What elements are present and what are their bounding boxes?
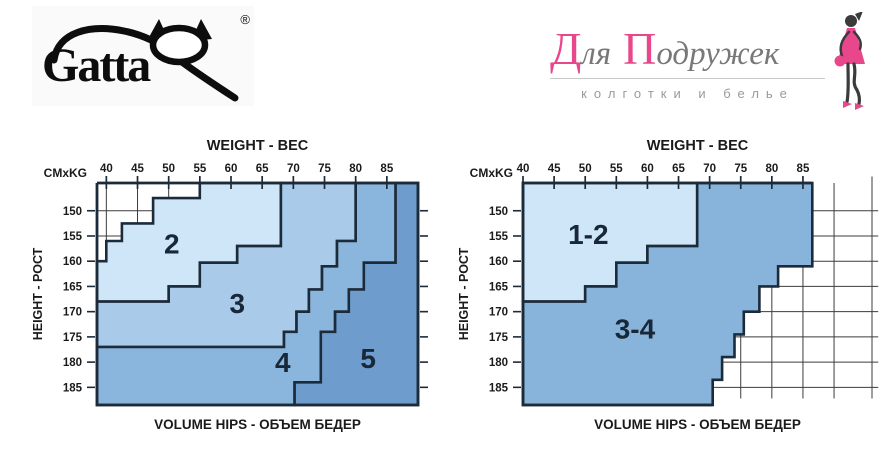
- x-tick-label: 65: [256, 163, 269, 175]
- region-label-1-2: 1-2: [568, 219, 608, 250]
- wordmark-word-1: ля: [581, 36, 612, 72]
- y-axis-label: HEIGHT - РОСТ: [31, 247, 45, 340]
- y-tick-label: 185: [63, 382, 83, 394]
- wordmark-initial-2: П: [623, 23, 657, 74]
- dlya-podruzhek-subtitle: колготки и белье: [550, 77, 825, 101]
- region-label-4: 4: [275, 347, 291, 378]
- region-label-5: 5: [360, 343, 376, 374]
- x-tick-label: 45: [131, 163, 144, 175]
- y-tick-label: 155: [63, 231, 83, 243]
- gatta-logo: Gatta ®: [32, 6, 254, 106]
- y-tick-label: 175: [63, 332, 83, 344]
- y-tick-label: 165: [489, 281, 509, 293]
- y-tick-label: 185: [489, 382, 509, 394]
- y-tick-label: 180: [489, 357, 508, 369]
- x-tick-label: 65: [672, 163, 685, 175]
- region-label-3: 3: [229, 288, 245, 319]
- x-tick-label: 70: [287, 163, 300, 175]
- dlya-podruzhek-text: Для Подружек колготки и белье: [550, 12, 825, 101]
- dlya-podruzhek-wordmark: Для Подружек: [550, 23, 825, 75]
- x-tick-label: 80: [765, 163, 778, 175]
- y-tick-label: 150: [489, 206, 508, 218]
- y-tick-label: 150: [63, 206, 82, 218]
- dlya-podruzhek-logo: Для Подружек колготки и белье: [550, 12, 875, 114]
- wordmark-word-2: одружек: [656, 36, 780, 72]
- y-tick-label: 180: [63, 357, 82, 369]
- bottom-axis-label: VOLUME HIPS - ОБЪЕМ БЕДЕР: [594, 417, 801, 432]
- chart-frame: [521, 181, 813, 407]
- registered-trademark-icon: ®: [240, 12, 250, 27]
- x-tick-label: 40: [100, 163, 113, 175]
- x-tick-label: 40: [517, 163, 530, 175]
- corner-units-label: CMxKG: [470, 166, 513, 180]
- y-axis-label: HEIGHT - РОСТ: [457, 247, 471, 340]
- wordmark-initial-1: Д: [550, 23, 582, 74]
- x-tick-label: 60: [225, 163, 238, 175]
- region-label-2: 2: [164, 228, 180, 259]
- y-tick-label: 175: [489, 332, 509, 344]
- x-tick-label: 85: [380, 163, 393, 175]
- size-region-3-4: [521, 181, 814, 407]
- bottom-axis-label: VOLUME HIPS - ОБЪЕМ БЕДЕР: [154, 417, 361, 432]
- woman-silhouette-icon: [834, 12, 865, 110]
- chart-title: WEIGHT - ВЕС: [647, 138, 749, 154]
- x-tick-label: 85: [797, 163, 810, 175]
- x-tick-label: 70: [703, 163, 716, 175]
- y-tick-label: 160: [63, 256, 82, 268]
- x-tick-label: 50: [579, 163, 592, 175]
- corner-units-label: CMxKG: [44, 166, 87, 180]
- x-tick-label: 80: [349, 163, 362, 175]
- x-tick-label: 60: [641, 163, 654, 175]
- y-tick-label: 155: [489, 231, 509, 243]
- size-chart-gatta-sizes: 40 45 50 55 60 65 70 75 80 8515015516016517017518…: [31, 138, 428, 432]
- x-tick-label: 45: [548, 163, 561, 175]
- chart-frame: [95, 181, 420, 407]
- region-label-3-4: 3-4: [615, 314, 656, 345]
- x-tick-label: 55: [193, 163, 206, 175]
- y-tick-label: 170: [63, 307, 82, 319]
- chart-title: WEIGHT - ВЕС: [207, 138, 309, 154]
- y-tick-label: 170: [489, 307, 508, 319]
- y-tick-label: 160: [489, 256, 508, 268]
- size-chart-dlya-podruzhek-sizes: 40 45 50 55 60 65 70 75 80 85 150 155 160 165 170 175 18…: [457, 138, 879, 432]
- y-tick-label: 165: [63, 281, 83, 293]
- x-tick-label: 75: [318, 163, 331, 175]
- x-tick-label: 50: [162, 163, 175, 175]
- x-tick-label: 55: [610, 163, 623, 175]
- x-tick-label: 75: [734, 163, 747, 175]
- gatta-cat-swoosh-icon: [50, 19, 239, 102]
